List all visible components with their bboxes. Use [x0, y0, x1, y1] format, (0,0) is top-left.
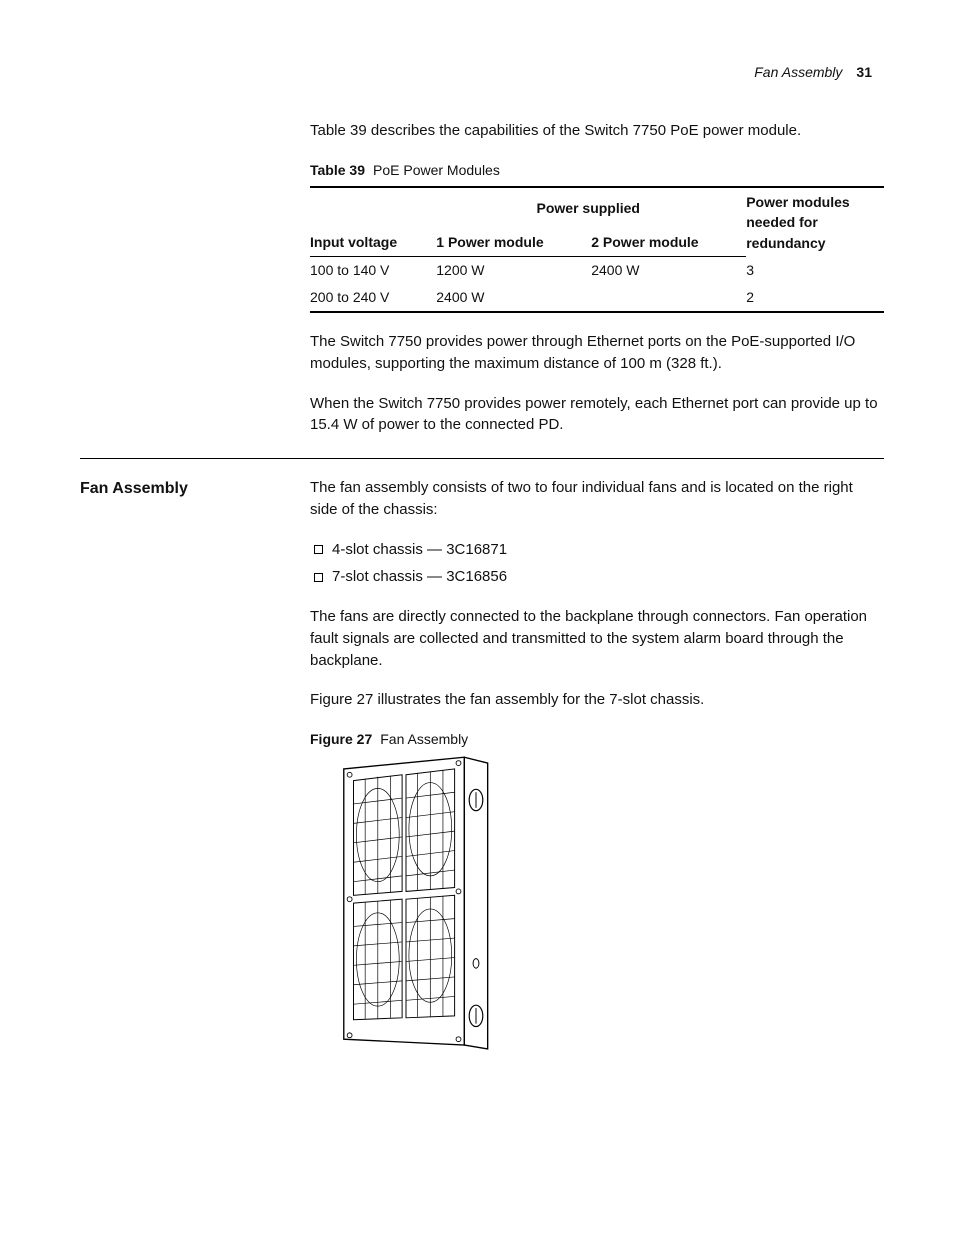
figure-label: Figure 27: [310, 731, 372, 747]
fan-paragraph-1: The fan assembly consists of two to four…: [310, 477, 884, 521]
intro-paragraph: Table 39 describes the capabilities of t…: [310, 120, 884, 142]
list-item: 7-slot chassis — 3C16856: [310, 566, 884, 588]
poe-power-table: Power supplied Power modules needed for …: [310, 186, 884, 313]
fan-paragraph-3: Figure 27 illustrates the fan assembly f…: [310, 689, 884, 711]
figure-title: Fan Assembly: [380, 731, 468, 747]
poe-paragraph-1: The Switch 7750 provides power through E…: [310, 331, 884, 375]
figure-caption: Figure 27 Fan Assembly: [310, 729, 884, 749]
fan-paragraph-2: The fans are directly connected to the b…: [310, 606, 884, 671]
table-caption: Table 39 PoE Power Modules: [310, 160, 884, 180]
col-redundancy: Power modules needed for redundancy: [746, 187, 884, 257]
col-two-module: 2 Power module: [591, 222, 746, 257]
section-heading: Fan Assembly: [80, 477, 310, 1057]
col-span-header: Power supplied: [436, 187, 746, 222]
fan-assembly-icon: [336, 755, 511, 1057]
chassis-list: 4-slot chassis — 3C16871 7-slot chassis …: [310, 539, 884, 589]
table-row: 100 to 140 V 1200 W 2400 W 3: [310, 257, 884, 284]
col-input: Input voltage: [310, 222, 436, 257]
list-item: 4-slot chassis — 3C16871: [310, 539, 884, 561]
running-header: Fan Assembly 31: [754, 62, 872, 82]
poe-paragraph-2: When the Switch 7750 provides power remo…: [310, 393, 884, 437]
table-label: Table 39: [310, 162, 365, 178]
fan-assembly-figure: [336, 755, 511, 1057]
header-section: Fan Assembly: [754, 64, 842, 80]
page-number: 31: [856, 64, 872, 80]
table-row: 200 to 240 V 2400 W 2: [310, 284, 884, 312]
col-one-module: 1 Power module: [436, 222, 591, 257]
section-divider: [80, 458, 884, 459]
table-title: PoE Power Modules: [373, 162, 500, 178]
